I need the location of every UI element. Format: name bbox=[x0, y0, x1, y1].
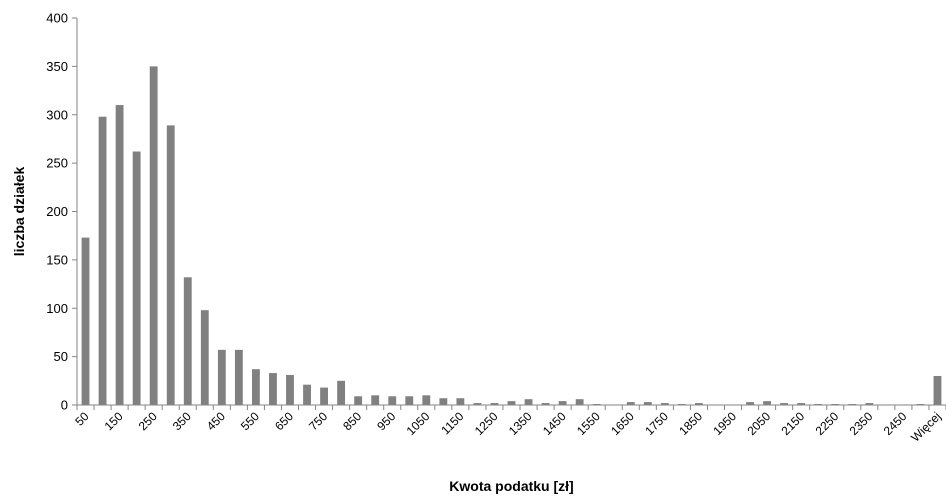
x-tick-label: 1650 bbox=[608, 409, 637, 438]
x-tick-label: 1350 bbox=[506, 409, 535, 438]
x-tick-label: 1750 bbox=[642, 409, 671, 438]
bar-700 bbox=[303, 384, 311, 405]
bar-750 bbox=[320, 387, 328, 405]
bar-2000 bbox=[746, 402, 754, 405]
x-tick-label: 950 bbox=[374, 409, 398, 433]
bar-400 bbox=[200, 310, 209, 405]
bar-850 bbox=[354, 396, 363, 405]
bars-group bbox=[81, 66, 942, 406]
x-tick-label: 2350 bbox=[847, 409, 876, 438]
bar-Więcej bbox=[933, 375, 942, 405]
bar-500 bbox=[234, 349, 243, 405]
x-tick-label: 1450 bbox=[540, 409, 569, 438]
bar-1300 bbox=[507, 401, 516, 405]
bar-100 bbox=[98, 116, 107, 405]
x-tick-label: 850 bbox=[340, 409, 364, 433]
x-tick-label: 1250 bbox=[472, 409, 501, 438]
y-tick-label: 200 bbox=[46, 204, 68, 219]
y-tick-label: 50 bbox=[54, 349, 68, 364]
bar-1200 bbox=[473, 403, 482, 405]
bar-2350 bbox=[865, 403, 874, 405]
x-tick-label: Więcej bbox=[908, 409, 943, 444]
x-tick-label: 50 bbox=[72, 409, 92, 429]
bar-950 bbox=[388, 396, 397, 405]
bar-800 bbox=[337, 380, 346, 405]
y-axis-ticks: 0 50 100 150 200 250 300 350 400 bbox=[46, 11, 77, 413]
bar-1250 bbox=[490, 403, 499, 405]
bar-50 bbox=[81, 237, 90, 405]
bar-2050 bbox=[763, 401, 772, 405]
x-tick-label: 2450 bbox=[881, 409, 910, 438]
bar-1650 bbox=[626, 402, 635, 405]
x-tick-label: 1050 bbox=[404, 409, 433, 438]
y-tick-label: 400 bbox=[46, 11, 68, 26]
y-tick-label: 250 bbox=[46, 156, 68, 171]
x-tick-label: 2050 bbox=[744, 409, 773, 438]
bar-2100 bbox=[780, 403, 789, 405]
y-tick-label: 150 bbox=[46, 252, 68, 267]
bar-1150 bbox=[456, 398, 465, 405]
x-axis-title: Kwota podatku [zł] bbox=[449, 478, 573, 494]
bar-150 bbox=[115, 105, 124, 405]
x-tick-label: 2150 bbox=[779, 409, 808, 438]
bar-900 bbox=[371, 395, 380, 405]
y-tick-label: 100 bbox=[46, 301, 68, 316]
y-axis-title: liczba działek bbox=[11, 167, 27, 257]
x-tick-label: 550 bbox=[238, 409, 262, 433]
bar-250 bbox=[149, 66, 158, 406]
bar-1100 bbox=[439, 398, 448, 405]
bar-450 bbox=[217, 349, 226, 405]
bar-1500 bbox=[575, 399, 584, 405]
x-axis-ticks: 50 150 250 350 450 550 650 750 850 950 1050 1150 125… bbox=[72, 405, 946, 445]
bar-1400 bbox=[541, 403, 550, 405]
bar-300 bbox=[166, 125, 175, 405]
bar-1850 bbox=[695, 403, 703, 405]
x-tick-label: 750 bbox=[306, 409, 330, 433]
x-tick-label: 1950 bbox=[710, 409, 739, 438]
bar-200 bbox=[132, 151, 141, 405]
bar-1450 bbox=[558, 401, 567, 405]
x-tick-label: 2250 bbox=[813, 409, 842, 438]
x-tick-label: 350 bbox=[170, 409, 194, 433]
bar-1000 bbox=[405, 396, 414, 405]
x-tick-label: 250 bbox=[136, 409, 160, 433]
x-tick-label: 1850 bbox=[676, 409, 705, 438]
y-tick-label: 350 bbox=[46, 59, 68, 74]
bar-350 bbox=[183, 277, 192, 405]
x-tick-label: 650 bbox=[272, 409, 296, 433]
bar-550 bbox=[251, 369, 260, 405]
x-tick-label: 450 bbox=[204, 409, 228, 433]
bar-1050 bbox=[422, 395, 431, 405]
bar-1750 bbox=[660, 403, 669, 405]
y-tick-label: 0 bbox=[61, 398, 68, 413]
x-tick-label: 1150 bbox=[438, 409, 466, 437]
bar-1350 bbox=[524, 399, 533, 405]
bar-650 bbox=[286, 375, 294, 405]
bar-600 bbox=[269, 373, 277, 405]
bar-2150 bbox=[797, 403, 806, 405]
y-tick-label: 300 bbox=[46, 107, 68, 122]
bar-1700 bbox=[643, 402, 652, 405]
x-tick-label: 150 bbox=[102, 409, 126, 433]
x-tick-label: 1550 bbox=[574, 409, 603, 438]
